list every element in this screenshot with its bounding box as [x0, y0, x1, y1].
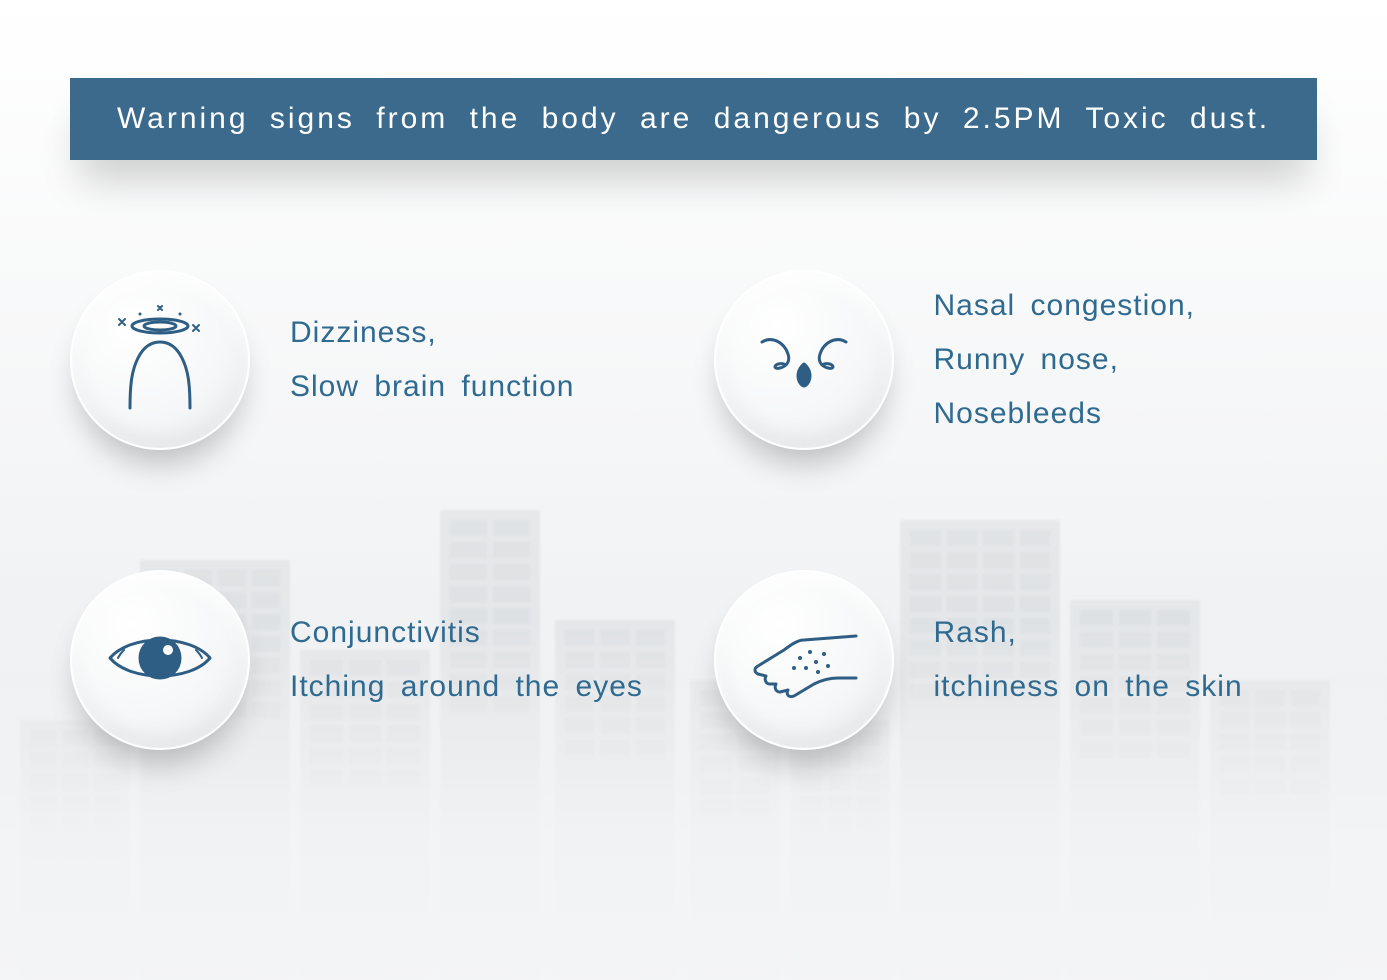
title-text: Warning signs from the body are dangerou…: [117, 102, 1270, 136]
item-eye: Conjunctivitis Itching around the eyes: [70, 570, 674, 750]
label-eye: Conjunctivitis Itching around the eyes: [290, 606, 643, 714]
infographic-stage: Warning signs from the body are dangerou…: [0, 0, 1387, 980]
items-grid: Dizziness, Slow brain function Nasal con…: [70, 270, 1317, 750]
badge-skin: [714, 570, 894, 750]
badge-dizziness: [70, 270, 250, 450]
item-nasal: Nasal congestion, Runny nose, Nosebleeds: [714, 270, 1318, 450]
badge-eye: [70, 570, 250, 750]
label-nasal: Nasal congestion, Runny nose, Nosebleeds: [934, 279, 1195, 441]
hand-rash-icon: [744, 598, 864, 723]
eye-icon: [100, 598, 220, 723]
nose-drip-icon: [744, 298, 864, 423]
badge-nasal: [714, 270, 894, 450]
item-skin: Rash, itchiness on the skin: [714, 570, 1318, 750]
label-skin: Rash, itchiness on the skin: [934, 606, 1243, 714]
title-bar: Warning signs from the body are dangerou…: [70, 78, 1317, 160]
label-dizziness: Dizziness, Slow brain function: [290, 306, 574, 414]
head-dizzy-icon: [100, 298, 220, 423]
item-dizziness: Dizziness, Slow brain function: [70, 270, 674, 450]
